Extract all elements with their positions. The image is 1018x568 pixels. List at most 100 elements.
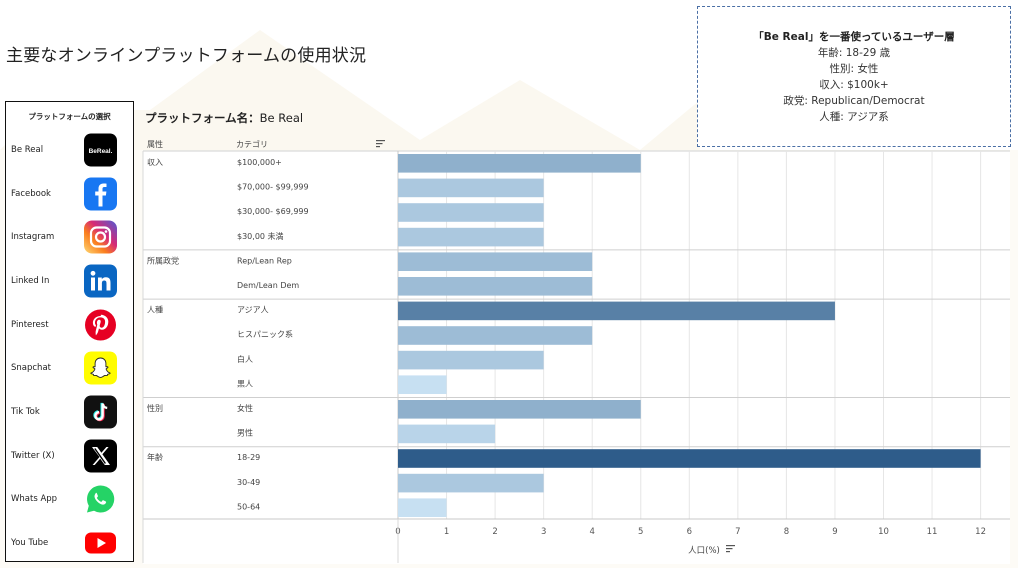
platform-selector: プラットフォームの選択 Be Real BeReal. Facebook Ins… [5,101,134,562]
sidebar-item-instagram[interactable]: Instagram [6,215,133,259]
axis-sort-icon [726,551,730,553]
sidebar-item-snapchat[interactable]: Snapchat [6,346,133,390]
sort-icon[interactable] [376,139,385,148]
bar [398,400,641,419]
category-label: 50-64 [237,502,260,511]
whatsapp-icon [84,482,117,516]
linkedin-icon [84,264,117,298]
tiktok-icon [84,395,117,429]
x-tick-label: 5 [638,527,643,537]
page-title: 主要なオンラインプラットフォームの使用状況 [6,46,367,66]
category-label: Rep/Lean Rep [237,256,292,265]
sidebar-item-bereal[interactable]: Be Real BeReal. [6,128,133,172]
pinterest-icon [84,308,117,342]
sidebar-item-label: Twitter (X) [11,450,55,461]
info-line-gender: 性別: 女性 [829,62,879,75]
x-tick-label: 8 [784,527,789,537]
attribute-label: 収入 [147,157,163,167]
sidebar-item-label: Instagram [11,232,55,243]
category-label: 30-49 [237,478,260,487]
x-axis-title: 人口(%) [688,546,720,556]
bar [398,424,496,444]
x-tick-label: 7 [735,527,740,537]
svg-text:BeReal.: BeReal. [89,148,113,155]
category-label: アジア人 [237,306,269,315]
sidebar-item-twitter-x[interactable]: Twitter (X) [6,434,133,478]
platform-name-value: Be Real [259,111,304,125]
sidebar-item-tiktok[interactable]: Tik Tok [6,390,133,434]
platform-name-prefix: プラットフォーム名： [145,111,260,125]
sidebar-item-label: Facebook [11,188,51,199]
x-tick-label: 4 [589,527,594,537]
category-label: $30,00 未満 [237,231,284,241]
x-tick-label: 1 [444,527,449,537]
platform-name-label: プラットフォーム名：Be Real [145,110,303,126]
bar [398,449,981,468]
bar [398,326,593,345]
category-label: $30,000- $69,999 [237,207,309,216]
sidebar-item-label: You Tube [11,538,49,549]
attribute-label: 性別 [147,403,163,413]
x-tick-label: 12 [975,527,986,537]
column-header-category: カテゴリ [236,140,268,149]
sidebar-item-linkedin[interactable]: Linked In [6,259,133,303]
sidebar-item-pinterest[interactable]: Pinterest [6,303,133,347]
bar [398,178,544,198]
info-line-race: 人種: アジア系 [819,110,889,123]
info-line-title: 「Be Real」を一番使っているユーザー層 [753,30,955,43]
category-label: 黒人 [237,379,253,388]
x-tick-label: 10 [878,527,889,537]
axis-sort-icon [726,545,735,547]
attribute-label: 年齢 [147,452,163,462]
sidebar-item-label: Be Real [11,144,44,155]
info-line-income: 収入: $100k+ [819,78,889,91]
snapchat-icon [84,351,117,385]
bar [398,277,593,296]
info-line-age: 年齢: 18-29 歳 [817,46,891,59]
attribute-label: 所属政党 [147,255,179,265]
category-label: Dem/Lean Dem [237,281,299,290]
info-box: 「Be Real」を一番使っているユーザー層 年齢: 18-29 歳 性別: 女… [697,6,1011,147]
sidebar-item-youtube[interactable]: You Tube [6,521,133,565]
x-tick-label: 11 [927,527,938,537]
chart-panel [143,151,1010,564]
bar [398,498,447,517]
bereal-icon: BeReal. [84,133,117,167]
x-tick-label: 2 [492,527,497,537]
category-label: 男性 [237,428,253,438]
category-label: 白人 [237,354,253,364]
bar [398,375,447,394]
x-tick-label: 9 [832,527,837,537]
platform-selector-title: プラットフォームの選択 [28,112,111,121]
x-tick-label: 3 [541,527,546,537]
column-header-attribute: 属性 [147,140,163,149]
sidebar-item-label: Snapchat [11,363,51,374]
attribute-label: 人種 [147,305,163,315]
bar [398,227,544,247]
sidebar-item-label: Whats App [11,494,58,505]
x-tick-label: 6 [687,527,692,537]
axis-sort-icon [726,548,733,550]
sidebar-item-whatsapp[interactable]: Whats App [6,478,133,522]
bar [398,252,593,271]
info-line-party: 政党: Republican/Democrat [783,94,925,107]
category-label: $70,000- $99,999 [237,183,309,192]
sidebar-item-label: Linked In [11,275,50,286]
bar [398,301,835,321]
facebook-icon [84,177,117,211]
category-label: ヒスパニック系 [237,329,293,339]
bar [398,473,544,493]
sidebar-item-facebook[interactable]: Facebook [6,172,133,216]
twitter-x-icon [84,439,117,473]
youtube-icon [84,526,117,560]
sidebar-item-label: Pinterest [11,319,49,330]
bar [398,350,544,370]
instagram-icon [84,220,117,254]
bar [398,154,641,173]
category-label: $100,000+ [237,158,282,167]
category-label: 18-29 [237,453,260,462]
sidebar-item-label: Tik Tok [11,406,40,417]
category-label: 女性 [237,403,253,413]
bar [398,203,544,222]
